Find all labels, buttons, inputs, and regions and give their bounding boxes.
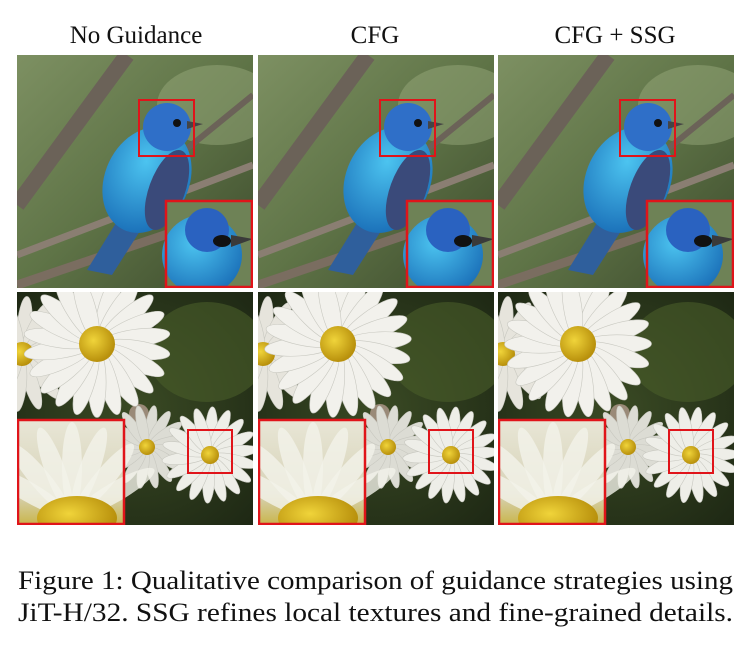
caption-line: Figure 1: Qualitative comparison of guid… — [18, 565, 733, 595]
zoom-inset — [643, 199, 734, 288]
inset-border — [17, 418, 126, 525]
flower-scene — [498, 292, 734, 525]
flower-center — [560, 326, 596, 362]
wing — [625, 150, 671, 230]
inset-petal — [312, 427, 349, 513]
inset-border — [164, 199, 253, 288]
branch — [258, 55, 375, 210]
zoom-inset — [162, 199, 253, 288]
flower-center — [442, 446, 460, 464]
column-title: No Guidance — [70, 22, 203, 49]
inset-petal — [71, 427, 108, 513]
inset-border — [498, 418, 607, 525]
zoom-box — [379, 99, 436, 157]
flower-center — [139, 439, 155, 455]
bird-image — [258, 55, 494, 288]
petal — [17, 343, 20, 360]
column-title: CFG + SSG — [554, 22, 675, 49]
inset-petal — [315, 443, 376, 514]
wing — [144, 150, 190, 230]
inset-petal — [498, 443, 551, 514]
zoom-inset — [258, 418, 396, 525]
inset-eye — [213, 235, 231, 247]
column-headers: No Guidance CFG CFG + SSG — [70, 22, 676, 49]
inset-petal — [555, 443, 616, 514]
eye — [173, 119, 181, 127]
inset-petal — [17, 443, 70, 514]
bird-scene — [498, 55, 734, 288]
zoom-box — [187, 429, 233, 474]
inset-petal — [74, 443, 135, 514]
inset-center — [278, 496, 358, 525]
inset-beak — [472, 235, 494, 247]
image-grid — [17, 55, 734, 525]
daisy — [23, 292, 171, 418]
inset-border — [405, 199, 494, 288]
wing — [385, 150, 431, 230]
flower-center — [201, 446, 219, 464]
inset-border — [258, 418, 367, 525]
flower-image — [17, 292, 253, 525]
eye — [654, 119, 662, 127]
inset-petal — [258, 443, 311, 514]
foliage — [628, 302, 734, 402]
inset-eye — [694, 235, 712, 247]
daisy — [504, 292, 652, 418]
flower-center — [682, 446, 700, 464]
bird-head — [384, 103, 432, 151]
flower-center — [380, 439, 396, 455]
daisy — [264, 292, 412, 418]
flower-image — [498, 292, 734, 525]
bird-scene — [258, 55, 494, 288]
inset-beak — [231, 235, 253, 247]
bird-image — [498, 55, 734, 288]
branch — [17, 55, 134, 210]
column-title: CFG — [351, 22, 400, 49]
inset-eye — [454, 235, 472, 247]
zoom-box — [668, 429, 714, 474]
bird-scene — [17, 55, 253, 288]
zoom-inset — [403, 199, 494, 288]
zoom-inset — [498, 418, 636, 525]
flower-center — [79, 326, 115, 362]
flower-scene — [258, 292, 494, 525]
bird-head — [143, 103, 191, 151]
flower-scene — [17, 292, 253, 525]
inset-petal — [552, 427, 589, 513]
branch — [498, 55, 615, 210]
bird-image — [17, 55, 253, 288]
inset-center — [518, 496, 598, 525]
zoom-box — [428, 429, 474, 474]
daisy — [402, 406, 494, 504]
flower-center — [320, 326, 356, 362]
zoom-box — [619, 99, 676, 157]
foliage — [388, 302, 494, 402]
flower-image — [258, 292, 494, 525]
inset-border — [645, 199, 734, 288]
caption-line: JiT-H/32. SSG refines local textures and… — [18, 597, 733, 627]
inset-center — [37, 496, 117, 525]
bird-head — [624, 103, 672, 151]
flower-center — [620, 439, 636, 455]
foliage — [147, 302, 253, 402]
zoom-inset — [17, 418, 155, 525]
zoom-box — [138, 99, 195, 157]
eye — [414, 119, 422, 127]
inset-beak — [712, 235, 734, 247]
